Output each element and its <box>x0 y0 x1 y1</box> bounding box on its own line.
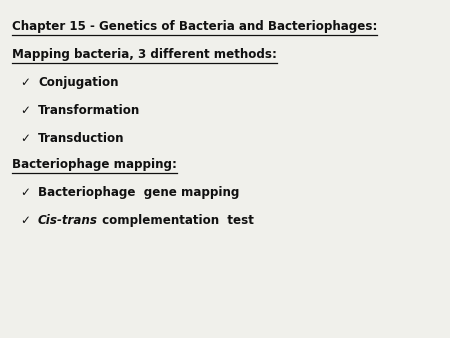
Text: Transduction: Transduction <box>38 132 125 145</box>
Text: ✓: ✓ <box>20 132 30 145</box>
Text: ✓: ✓ <box>20 214 30 227</box>
Text: ✓: ✓ <box>20 186 30 199</box>
Text: ✓: ✓ <box>20 104 30 117</box>
Text: Bacteriophage mapping:: Bacteriophage mapping: <box>12 158 177 171</box>
Text: Mapping bacteria, 3 different methods:: Mapping bacteria, 3 different methods: <box>12 48 277 61</box>
Text: Cis-trans: Cis-trans <box>38 214 98 227</box>
Text: complementation  test: complementation test <box>98 214 254 227</box>
Text: Conjugation: Conjugation <box>38 76 118 89</box>
Text: Bacteriophage  gene mapping: Bacteriophage gene mapping <box>38 186 239 199</box>
Text: ✓: ✓ <box>20 76 30 89</box>
Text: Chapter 15 - Genetics of Bacteria and Bacteriophages:: Chapter 15 - Genetics of Bacteria and Ba… <box>12 20 378 33</box>
Text: Transformation: Transformation <box>38 104 140 117</box>
